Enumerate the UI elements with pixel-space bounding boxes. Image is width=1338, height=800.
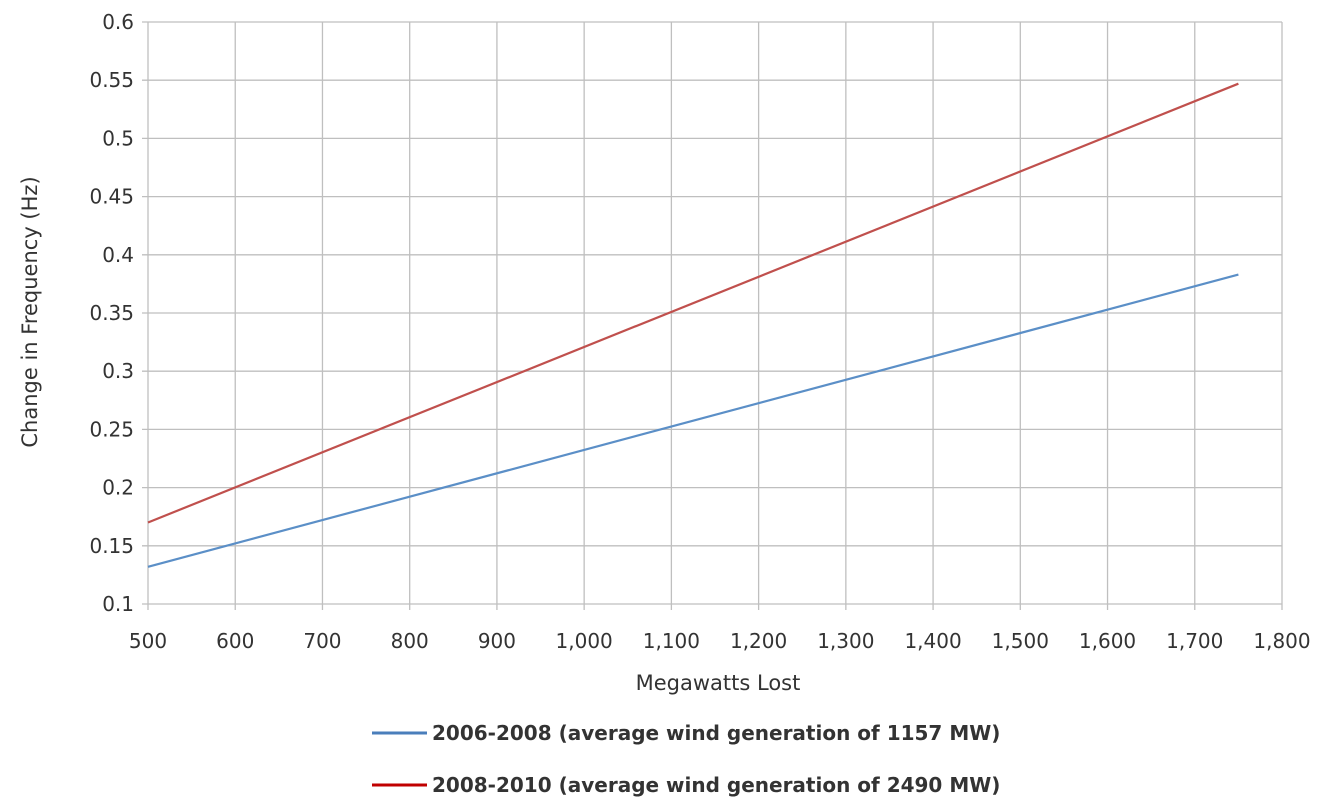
- x-tick-label: 1,400: [904, 629, 961, 653]
- x-tick-label: 1,500: [992, 629, 1049, 653]
- y-tick-label: 0.45: [89, 185, 134, 209]
- y-tick-label: 0.3: [102, 359, 134, 383]
- y-tick-label: 0.4: [102, 243, 134, 267]
- x-tick-label: 1,700: [1166, 629, 1223, 653]
- x-tick-label: 800: [391, 629, 429, 653]
- legend: 2006-2008 (average wind generation of 11…: [372, 721, 1000, 797]
- y-tick-label: 0.2: [102, 476, 134, 500]
- x-tick-label: 1,300: [817, 629, 874, 653]
- x-tick-label: 500: [129, 629, 167, 653]
- x-tick-label: 1,000: [556, 629, 613, 653]
- tick-labels: 500 600 700 800 900 1,000 1,100 1,200 1,300 1,400…: [89, 10, 1310, 653]
- x-tick-label: 1,100: [643, 629, 700, 653]
- series: [147, 82, 1239, 568]
- x-tick-label: 1,800: [1253, 629, 1310, 653]
- y-axis-title: Change in Frequency (Hz): [18, 176, 42, 447]
- legend-label-series-2: 2008-2010 (average wind generation of 24…: [432, 773, 1000, 797]
- x-tick-label: 1,200: [730, 629, 787, 653]
- y-tick-label: 0.25: [89, 417, 134, 441]
- y-tick-label: 0.15: [89, 534, 134, 558]
- x-tick-label: 900: [478, 629, 516, 653]
- series-line-1: [147, 273, 1239, 568]
- series-line-2: [147, 82, 1239, 524]
- y-tick-label: 0.1: [102, 592, 134, 616]
- x-tick-label: 1,600: [1079, 629, 1136, 653]
- y-tick-label: 0.35: [89, 301, 134, 325]
- x-tick-label: 700: [303, 629, 341, 653]
- y-tick-label: 0.5: [102, 126, 134, 150]
- x-tick-label: 600: [216, 629, 254, 653]
- y-tick-label: 0.6: [102, 10, 134, 34]
- y-tick-label: 0.55: [89, 68, 134, 92]
- legend-label-series-1: 2006-2008 (average wind generation of 11…: [432, 721, 1000, 745]
- grid: [142, 21, 1283, 610]
- x-axis-title: Megawatts Lost: [636, 671, 801, 695]
